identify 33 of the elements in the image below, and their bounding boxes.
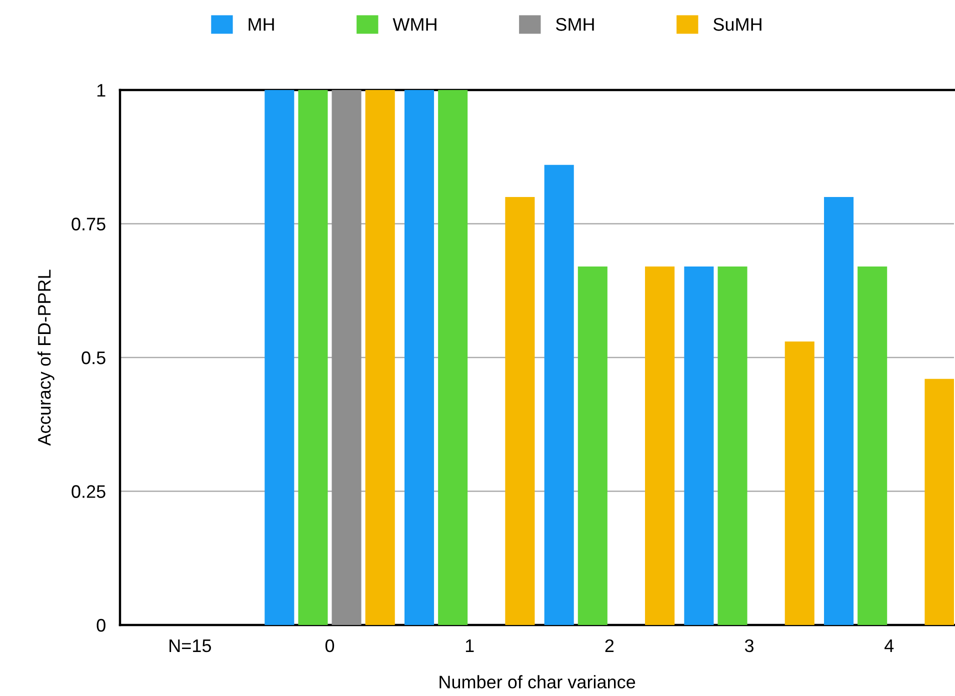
y-tick-label: 0 — [96, 618, 106, 632]
bar — [332, 90, 362, 625]
legend-label: SuMH — [713, 18, 762, 31]
bar — [578, 266, 608, 625]
bar — [858, 266, 888, 625]
x-tick-label: 2 — [605, 639, 614, 652]
bar — [438, 90, 468, 625]
x-tick-label: 4 — [884, 640, 894, 652]
legend-label: WMH — [392, 18, 436, 31]
x-tick-label: 0 — [325, 639, 334, 652]
bar — [824, 197, 854, 625]
legend-label: MH — [248, 18, 274, 31]
bar — [264, 90, 294, 625]
x-tick-label: N=15 — [170, 640, 211, 652]
y-tick-label: 0.75 — [72, 218, 106, 230]
y-axis-title: Accuracy of FD-PPRL — [37, 270, 54, 446]
bar — [365, 90, 395, 625]
bar — [684, 266, 714, 625]
bar — [505, 197, 535, 625]
y-tick-label: 0.5 — [82, 351, 106, 364]
x-axis-title: Number of char variance — [440, 675, 636, 688]
bar — [544, 164, 574, 625]
x-tick-label: 3 — [744, 639, 754, 652]
bar — [404, 90, 434, 625]
x-tick-label: 1 — [466, 640, 474, 652]
bar — [718, 266, 748, 625]
bar — [924, 378, 954, 625]
y-tick-label: 1 — [97, 84, 106, 97]
bar — [298, 90, 328, 625]
y-tick-label: 0.25 — [72, 485, 106, 498]
bar — [645, 266, 675, 625]
bar — [784, 341, 814, 625]
legend-label: SMH — [556, 18, 594, 31]
